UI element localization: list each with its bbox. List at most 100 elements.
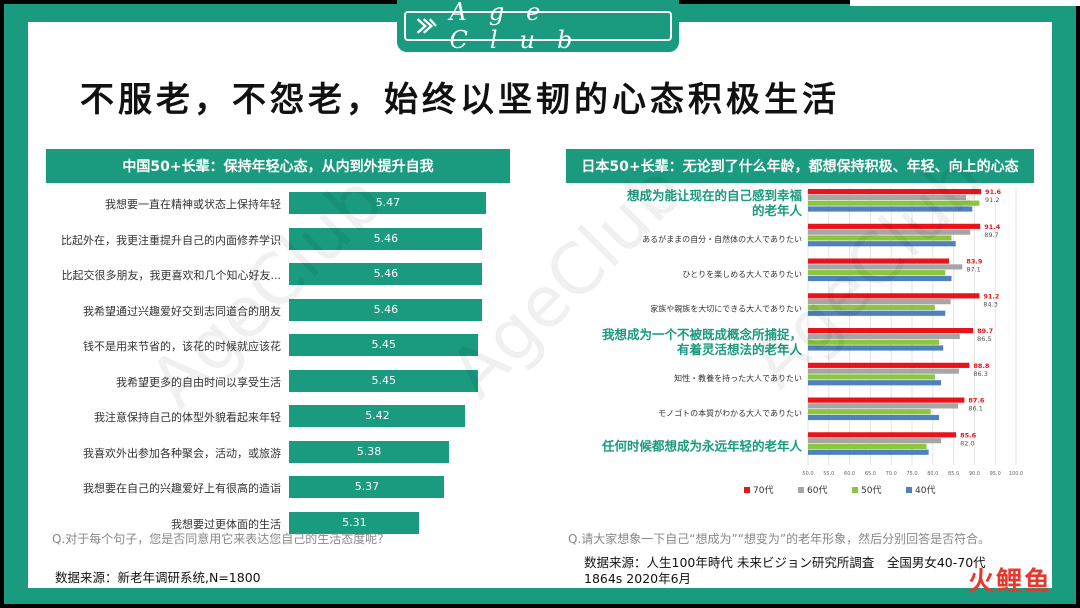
legend-swatch-50代 <box>852 487 858 493</box>
x-tick-label: 100.0 <box>1009 471 1023 477</box>
right-highlight-category-label: 我想成为一个不被既成概念所捕捉， <box>602 327 802 342</box>
right-value-label-60: 84.3 <box>983 300 997 308</box>
right-category-label: モノゴトの本質がわかる大人でありたい <box>658 408 802 418</box>
right-value-label-60: 89.7 <box>984 231 998 239</box>
left-panel-header: 中国50+长辈：保持年轻心态，从内到外提升自我 <box>46 149 510 183</box>
legend-swatch-60代 <box>798 487 804 493</box>
right-highlight-category-label: 有着灵活想法的老年人 <box>677 342 803 357</box>
left-bar-value-label: 5.38 <box>356 444 382 458</box>
left-bar-value-label: 5.37 <box>354 480 380 493</box>
left-bar-value-label: 5.45 <box>371 338 397 351</box>
right-bar-40代 <box>808 345 944 351</box>
right-bar-50代 <box>808 304 935 311</box>
right-value-label-60: 82.0 <box>960 439 974 447</box>
left-bar-value-label: 5.42 <box>365 409 390 422</box>
right-source-line2: 1864s 2020年6月 <box>584 571 692 586</box>
left-category-label: 比起交很多朋友，我更喜欢和几个知心好友... <box>61 269 282 282</box>
right-bar-50代 <box>808 443 927 450</box>
right-bar-50代 <box>808 270 946 276</box>
right-value-label-70: 89.7 <box>977 327 993 335</box>
right-highlight-category-label: 任何时候都想成为永远年轻的老年人 <box>601 439 803 454</box>
legend-label: 70代 <box>753 485 773 496</box>
left-bar <box>289 227 483 250</box>
right-panel-header: 日本50+长辈：无论到了什么年龄，都想保持积极、年轻、向上的心态 <box>566 149 1034 183</box>
right-bar-70代 <box>808 397 965 403</box>
x-tick-label: 55.0 <box>823 471 834 477</box>
right-bar-60代 <box>808 333 960 339</box>
left-category-label: 我喜欢外出参加各种聚会，活动，或旅游 <box>83 446 281 460</box>
left-category-label: 比起外在，我更注重提升自己的内面修养学识 <box>61 233 281 247</box>
left-category-label: 我注意保持自己的体型外貌看起来年轻 <box>94 411 281 424</box>
right-value-label-60: 87.1 <box>966 266 980 274</box>
right-bar-70代 <box>808 293 980 299</box>
right-bar-60代 <box>808 299 951 305</box>
right-bar-40代 <box>808 380 942 386</box>
right-bar-50代 <box>808 409 931 415</box>
right-category-label: 知性・教養を持った大人でありたい <box>674 373 802 383</box>
logo-tab: Age Club <box>397 0 679 54</box>
x-tick-label: 95.0 <box>990 471 1001 477</box>
x-tick-label: 85.0 <box>948 471 959 477</box>
right-bar-40代 <box>808 414 940 421</box>
right-bar-40代 <box>808 275 952 282</box>
right-value-label-60: 86.5 <box>977 335 991 343</box>
right-source-line1: 数据来源：人生100年時代 未来ビジョン研究所調査 全国男女40-70代 <box>584 555 986 570</box>
right-grouped-bar-chart: 50.0 55.0 60.0 65.0 70.0 75.0 80.0 85.0 90.0 95.0… <box>601 187 1023 496</box>
right-bar-60代 <box>808 438 942 444</box>
right-highlight-category-label: 的老年人 <box>752 203 803 218</box>
right-bar-60代 <box>808 403 959 409</box>
right-bar-50代 <box>808 339 940 345</box>
right-value-label-70: 87.6 <box>968 397 985 405</box>
left-bar <box>289 511 420 534</box>
right-bar-40代 <box>808 206 973 212</box>
right-bar-70代 <box>808 362 970 368</box>
left-bar <box>289 369 478 392</box>
right-bar-60代 <box>808 229 971 235</box>
right-value-label-70: 91.4 <box>984 223 1001 231</box>
right-bar-60代 <box>808 368 960 374</box>
left-category-label: 我想要一直在精神或状态上保持年轻 <box>105 198 281 211</box>
right-bar-50代 <box>808 200 980 206</box>
left-category-label: 我希望通过兴趣爱好交到志同道合的朋友 <box>83 304 281 318</box>
left-bar <box>289 263 483 285</box>
x-tick-label: 50.0 <box>802 471 813 477</box>
left-category-label: 我希望更多的自由时间以享受生活 <box>116 375 281 389</box>
left-bar <box>289 440 449 463</box>
right-bar-40代 <box>808 449 929 455</box>
right-value-label-70: 85.6 <box>960 431 977 439</box>
left-bar <box>289 334 478 356</box>
left-category-label: 钱不是用来节省的，该花的时候就应该花 <box>83 340 281 353</box>
x-tick-label: 75.0 <box>906 471 917 477</box>
right-value-label-70: 91.6 <box>985 188 1002 196</box>
right-bar-50代 <box>808 235 952 241</box>
ageclub-logo-icon <box>416 18 437 34</box>
right-bar-60代 <box>808 264 963 270</box>
left-bar <box>289 298 483 321</box>
left-category-label: 我想要过更体面的生活 <box>171 517 281 531</box>
legend-swatch-40代 <box>906 487 912 493</box>
top-corner-strip <box>850 0 1080 6</box>
legend-swatch-70代 <box>744 487 750 493</box>
x-tick-label: 70.0 <box>886 471 897 477</box>
brand-logo-text: 火鲤鱼 <box>967 567 1052 597</box>
left-bar-value-label: 5.45 <box>371 373 397 387</box>
right-bar-70代 <box>808 189 982 195</box>
x-tick-label: 90.0 <box>969 471 980 477</box>
right-category-label: 家族や親族を大切にできる大人でありたい <box>650 304 802 314</box>
legend-label: 40代 <box>915 485 935 496</box>
right-value-label-60: 86.1 <box>968 405 982 413</box>
right-bar-40代 <box>808 310 946 316</box>
left-bar-value-label: 5.47 <box>375 196 401 209</box>
right-bar-70代 <box>808 328 974 334</box>
right-highlight-category-label: 想成为能让现在的自己感到幸福 <box>626 188 803 203</box>
right-question-note: Q.请大家想象一下自己“想成为”“想变为”的老年形象，然后分别回答是否符合。 <box>568 532 991 546</box>
x-tick-label: 65.0 <box>865 471 876 477</box>
right-bar-60代 <box>808 194 967 200</box>
left-category-label: 我想要在自己的兴趣爱好上有很高的造诣 <box>83 482 281 495</box>
right-category-label: あるがままの自分・自然体の大人でありたい <box>642 234 802 244</box>
left-bar-value-label: 5.46 <box>373 231 399 245</box>
legend-label: 60代 <box>807 485 827 496</box>
left-bar-value-label: 5.31 <box>342 515 367 529</box>
right-value-label-70: 88.8 <box>973 362 990 370</box>
right-value-label-70: 83.9 <box>966 258 983 266</box>
